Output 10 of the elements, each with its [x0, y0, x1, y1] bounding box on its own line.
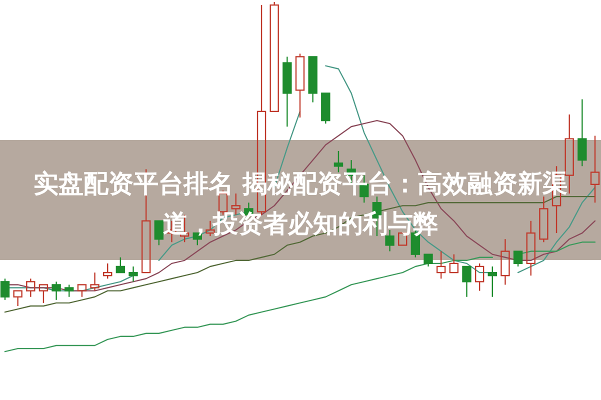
- candlestick: [500, 238, 510, 286]
- candlestick: [90, 272, 100, 292]
- candlestick: [128, 266, 138, 282]
- candlestick: [52, 281, 61, 301]
- candlestick: [282, 56, 292, 128]
- candlestick: [539, 196, 548, 243]
- candlestick: [578, 98, 587, 167]
- candlestick: [26, 278, 36, 298]
- candlestick: [526, 220, 536, 276]
- candlestick: [590, 135, 600, 204]
